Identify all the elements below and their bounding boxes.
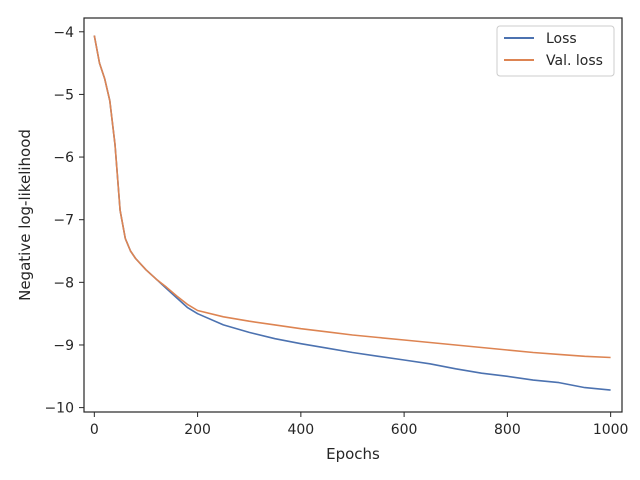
legend-label-loss: Loss bbox=[546, 31, 577, 47]
y-tick-label: −6 bbox=[53, 150, 74, 166]
x-tick-label: 0 bbox=[90, 422, 99, 438]
y-axis-label: Negative log-likelihood bbox=[16, 129, 34, 301]
x-tick-label: 800 bbox=[494, 422, 521, 438]
x-axis-label: Epochs bbox=[326, 445, 380, 463]
x-tick-label: 600 bbox=[391, 422, 418, 438]
series-line-val-loss bbox=[93, 35, 611, 359]
plot-area bbox=[83, 17, 623, 413]
y-tick-label: −7 bbox=[53, 213, 74, 229]
y-tick-label: −4 bbox=[53, 25, 74, 41]
x-tick-label: 200 bbox=[184, 422, 211, 438]
y-tick-label: −9 bbox=[53, 338, 74, 354]
y-tick-label: −5 bbox=[53, 87, 74, 103]
x-tick-label: 1000 bbox=[593, 422, 629, 438]
y-tick-label: −8 bbox=[53, 275, 74, 291]
legend: Loss Val. loss bbox=[496, 25, 615, 77]
series-layer bbox=[93, 35, 611, 391]
legend-label-val-loss: Val. loss bbox=[546, 53, 603, 69]
x-tick-label: 400 bbox=[287, 422, 314, 438]
x-axis: 0 200 400 600 800 1000 bbox=[90, 412, 629, 438]
y-axis: −4 −5 −6 −7 −8 −9 −10 bbox=[44, 25, 84, 417]
y-tick-label: −10 bbox=[44, 401, 74, 417]
